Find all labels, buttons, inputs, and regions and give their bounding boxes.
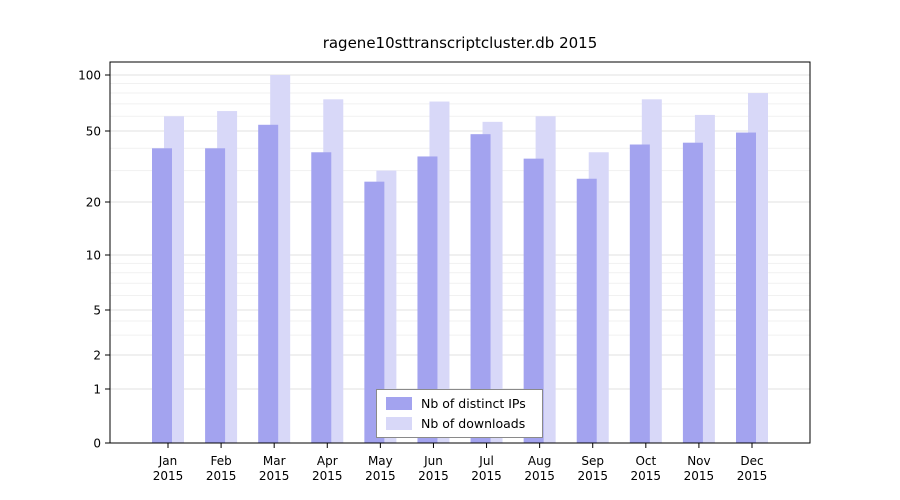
- legend-item-distinct-ips: Nb of distinct IPs: [386, 396, 526, 411]
- legend: Nb of distinct IPs Nb of downloads: [376, 389, 543, 438]
- bar-distinct-ips: [152, 148, 172, 443]
- x-tick-label: Aug 2015: [524, 454, 555, 483]
- legend-item-downloads: Nb of downloads: [386, 416, 526, 431]
- x-tick-label: Dec 2015: [737, 454, 768, 483]
- x-tick-label: Sep 2015: [577, 454, 608, 483]
- legend-label-distinct-ips: Nb of distinct IPs: [421, 396, 526, 411]
- bar-distinct-ips: [417, 156, 438, 443]
- x-tick-label: Nov 2015: [684, 454, 715, 483]
- x-tick-label: Jan 2015: [153, 454, 184, 483]
- chart-title: ragene10sttranscriptcluster.db 2015: [322, 34, 598, 52]
- bar-distinct-ips: [629, 144, 650, 443]
- y-tick-label: 2: [93, 349, 101, 363]
- y-tick-label: 100: [78, 69, 101, 83]
- y-tick-label: 20: [86, 196, 101, 210]
- legend-swatch-downloads-icon: [386, 417, 412, 430]
- bar-distinct-ips: [470, 134, 491, 443]
- x-tick-label: Jul 2015: [471, 454, 502, 483]
- bar-distinct-ips: [736, 132, 756, 443]
- plot-border: [109, 61, 811, 444]
- bar-distinct-ips: [205, 148, 226, 443]
- y-tick-label: 1: [93, 383, 101, 397]
- y-tick-label: 50: [86, 125, 101, 139]
- legend-label-downloads: Nb of downloads: [421, 416, 526, 431]
- x-tick-label: Oct 2015: [631, 454, 662, 483]
- bar-distinct-ips: [258, 124, 279, 443]
- x-tick-label: Jun 2015: [418, 454, 449, 483]
- bar-distinct-ips: [364, 181, 385, 444]
- bar-distinct-ips: [576, 178, 597, 443]
- x-tick-label: Apr 2015: [312, 454, 343, 483]
- x-tick-label: Mar 2015: [259, 454, 290, 483]
- bar-distinct-ips: [311, 152, 332, 443]
- x-tick-label: Feb 2015: [206, 454, 237, 483]
- y-tick-label: 5: [93, 304, 101, 318]
- bar-distinct-ips: [523, 158, 544, 443]
- bar-distinct-ips: [682, 142, 703, 443]
- legend-swatch-distinct-ips-icon: [386, 397, 412, 410]
- x-tick-label: May 2015: [365, 454, 396, 483]
- y-tick-label: 10: [86, 249, 101, 263]
- y-tick-label: 0: [93, 437, 101, 451]
